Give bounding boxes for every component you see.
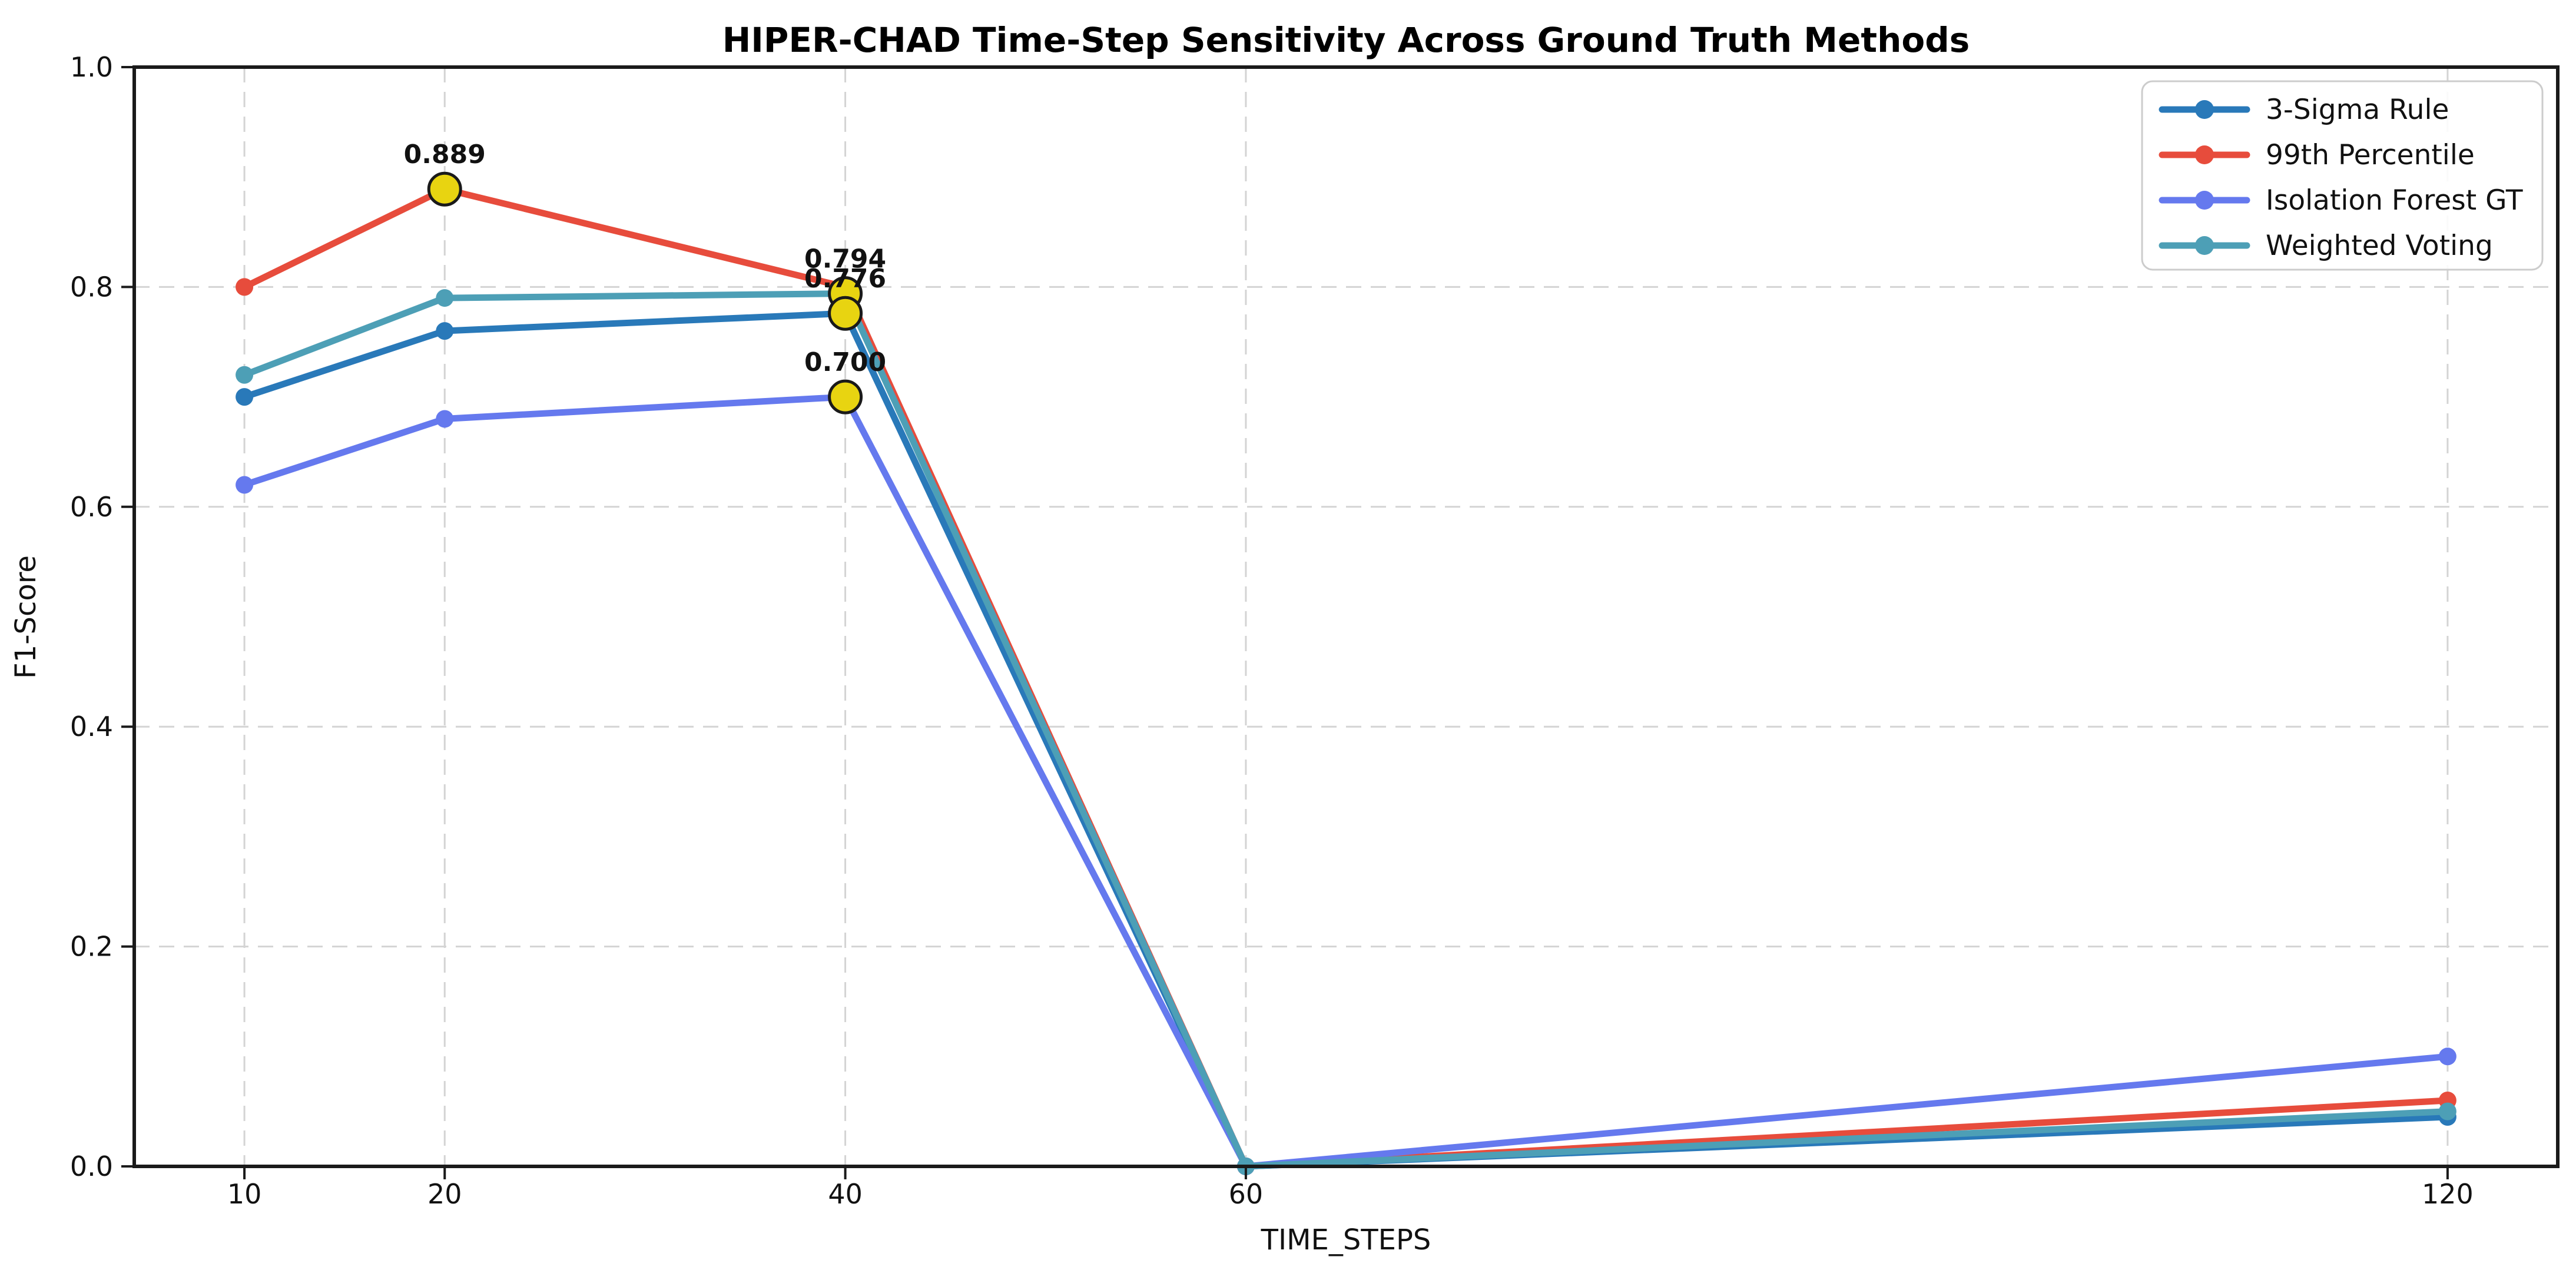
legend-item-isolation-forest-gt: Isolation Forest GT <box>2159 184 2523 217</box>
x-axis-label: TIME_STEPS <box>1261 1223 1431 1256</box>
annotation-label: 0.700 <box>804 347 886 377</box>
legend-swatch-marker <box>2195 236 2214 255</box>
data-point-99th-percentile-x10 <box>236 278 254 296</box>
data-point-3-sigma-rule-x20 <box>436 322 454 340</box>
series-line-99th-percentile <box>241 185 2451 1170</box>
y-tick-label-0.8: 0.8 <box>70 271 113 303</box>
data-series <box>236 180 2456 1175</box>
legend-item-3-sigma-rule: 3-Sigma Rule <box>2159 94 2449 126</box>
legend-item-99th-percentile: 99th Percentile <box>2159 139 2475 171</box>
data-point-isolation-forest-gt-x10 <box>236 476 254 494</box>
y-axis-label: F1-Score <box>9 555 42 679</box>
data-point-isolation-forest-gt-x20 <box>436 410 454 428</box>
legend-box <box>2141 80 2544 271</box>
x-tick-label-120: 120 <box>2422 1178 2474 1210</box>
legend-swatch-marker <box>2195 145 2214 164</box>
chart-title: HIPER-CHAD Time-Step Sensitivity Across … <box>722 20 1970 60</box>
x-tick-label-40: 40 <box>828 1178 863 1210</box>
y-tick-label-0.2: 0.2 <box>70 931 113 963</box>
legend-label-isolation-forest-gt: Isolation Forest GT <box>2266 184 2523 217</box>
series-line-weighted-voting <box>241 290 2451 1170</box>
annotation-label: 0.794 <box>804 244 886 274</box>
series-line-3-sigma-rule <box>241 310 2451 1170</box>
best-f1-markers <box>427 171 863 415</box>
series-3-sigma-rule <box>236 304 2456 1175</box>
y-tick-label-0.6: 0.6 <box>70 491 113 523</box>
annotation-label: 0.776 <box>804 264 886 294</box>
data-point-3-sigma-rule-x10 <box>236 388 254 406</box>
plot-border <box>132 65 2560 1168</box>
x-tick-label-20: 20 <box>427 1178 462 1210</box>
data-point-weighted-voting-x10 <box>236 366 254 384</box>
data-point-isolation-forest-gt-x120 <box>2438 1047 2456 1066</box>
highlight-marker-0.700 <box>828 379 863 415</box>
legend-label-3-sigma-rule: 3-Sigma Rule <box>2266 94 2449 126</box>
series-99th-percentile <box>236 180 2456 1175</box>
data-point-weighted-voting-x20 <box>436 289 454 307</box>
data-point-weighted-voting-x120 <box>2438 1102 2456 1120</box>
axes: 10 20 40 60 120 0.0 0.2 0.4 0.6 0.8 1.0 <box>70 51 2560 1210</box>
annotation-label: 0.889 <box>404 140 486 170</box>
legend: 3-Sigma Rule 99th Percentile Isolation For… <box>2141 80 2544 271</box>
highlight-marker-0.889 <box>427 171 462 207</box>
x-tick-label-10: 10 <box>227 1178 262 1210</box>
legend-label-99th-percentile: 99th Percentile <box>2266 139 2475 171</box>
x-tick-label-60: 60 <box>1229 1178 1264 1210</box>
legend-item-weighted-voting: Weighted Voting <box>2159 230 2493 262</box>
highlight-marker-0.776 <box>828 296 863 331</box>
legend-label-weighted-voting: Weighted Voting <box>2266 230 2493 262</box>
series-line-isolation-forest-gt <box>241 393 2451 1170</box>
series-weighted-voting <box>236 284 2456 1175</box>
y-tick-label-0.4: 0.4 <box>70 711 113 742</box>
legend-swatch-marker <box>2195 100 2214 119</box>
legend-swatch-marker <box>2195 191 2214 210</box>
y-tick-label-1.0: 1.0 <box>70 51 113 83</box>
y-tick-label-0.0: 0.0 <box>70 1150 113 1182</box>
